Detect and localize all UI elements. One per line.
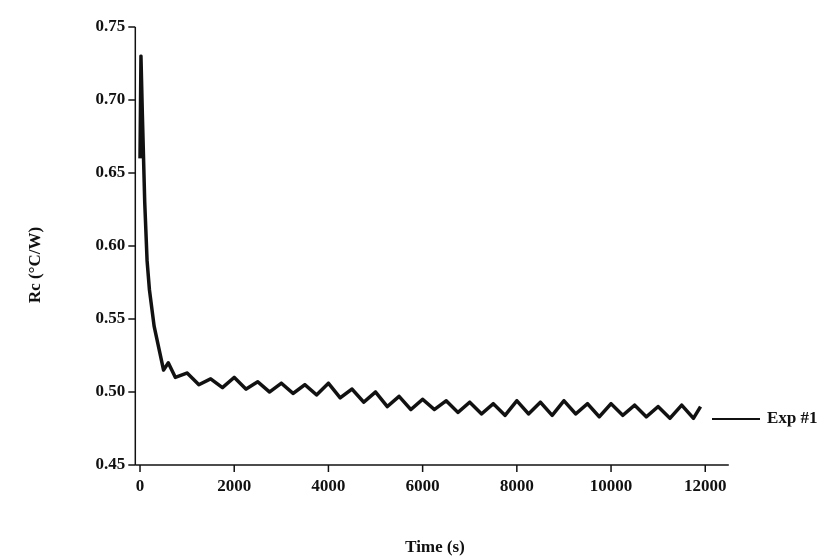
legend-label: Exp #1	[767, 408, 818, 427]
y-tick-label: 0.65	[96, 162, 126, 181]
y-tick-label: 0.55	[96, 308, 126, 327]
y-axis-label: Rc (°C/W)	[25, 227, 44, 303]
y-tick-label: 0.75	[96, 16, 126, 35]
x-tick-label: 6000	[406, 476, 440, 495]
y-tick-label: 0.60	[96, 235, 126, 254]
x-tick-label: 0	[136, 476, 145, 495]
x-tick-label: 10000	[590, 476, 633, 495]
data-line	[138, 54, 703, 421]
x-axis-label: Time (s)	[405, 537, 465, 556]
x-tick-label: 8000	[500, 476, 534, 495]
x-tick-label: 12000	[684, 476, 727, 495]
y-tick-label: 0.45	[96, 454, 126, 473]
y-tick-label: 0.70	[96, 89, 126, 108]
x-tick-label: 4000	[311, 476, 345, 495]
y-tick-label: 0.50	[96, 381, 126, 400]
x-tick-label: 2000	[217, 476, 251, 495]
